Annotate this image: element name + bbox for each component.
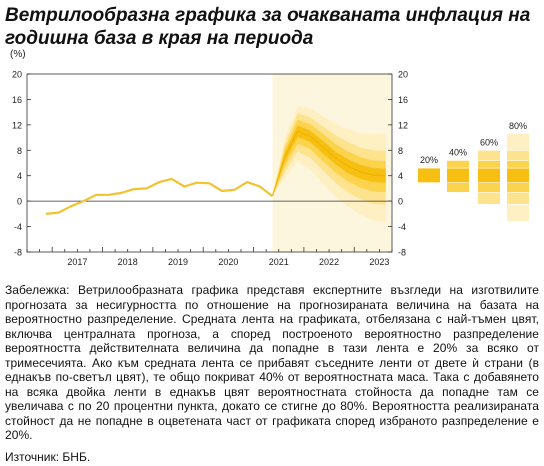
x-tick-label: 2023	[369, 257, 389, 267]
y-tick-label-left: 0	[17, 197, 22, 207]
y-tick-label-left: 12	[12, 120, 22, 130]
x-tick-label: 2018	[118, 257, 138, 267]
legend-label: 40%	[449, 147, 467, 157]
y-tick-label-left: 16	[12, 95, 22, 105]
y-axis-unit: (%)	[10, 49, 26, 60]
legend-label: 80%	[509, 121, 527, 131]
central-forecast-line	[271, 130, 386, 197]
legend-60pct-band	[478, 168, 500, 183]
plot-frame	[26, 73, 393, 253]
legend-label: 60%	[480, 137, 498, 147]
x-tick-label: 2019	[168, 257, 188, 267]
probability-legend: 20% 40% 60% 80%	[418, 121, 529, 222]
y-tick-label-left: -4	[14, 222, 22, 232]
y-tick-label-left: 4	[17, 171, 22, 181]
chart-source: Източник: БНБ.	[5, 450, 91, 464]
x-tick-label: 2017	[67, 257, 87, 267]
legend-80pct-band	[507, 168, 529, 183]
legend-40pct-band	[447, 168, 469, 183]
y-tick-label-right: 12	[398, 120, 408, 130]
y-tick-label-right: 16	[398, 95, 408, 105]
actual-inflation-line	[45, 177, 274, 215]
legend-label: 20%	[420, 155, 438, 165]
x-tick-label: 2021	[269, 257, 289, 267]
y-tick-label-right: 0	[398, 197, 403, 207]
y-tick-label-left: 20	[12, 70, 22, 80]
y-tick-label-right: 4	[398, 171, 403, 181]
y-tick-label-right: 20	[398, 70, 408, 80]
legend-20pct-band	[418, 168, 440, 183]
y-tick-label-left: -8	[14, 248, 22, 258]
y-tick-label-left: 8	[17, 146, 22, 156]
y-tick-label-right: -4	[398, 222, 406, 232]
chart-title: Ветрилообразна графика за очакваната инф…	[5, 5, 531, 49]
x-tick-label: 2020	[218, 257, 238, 267]
x-tick-label: 2022	[319, 257, 339, 267]
y-tick-label-right: -8	[398, 248, 406, 258]
fan-bands	[272, 74, 392, 252]
y-tick-label-right: 8	[398, 146, 403, 156]
chart-note: Забележка: Ветрилообразната графика пред…	[5, 283, 539, 442]
inflation-lines	[45, 130, 386, 215]
fan-chart: (%) -8 -8 -4 -4 0 0 4 4 8 8 12 12 16 16 20 20 2017 2018 20…	[0, 46, 544, 276]
